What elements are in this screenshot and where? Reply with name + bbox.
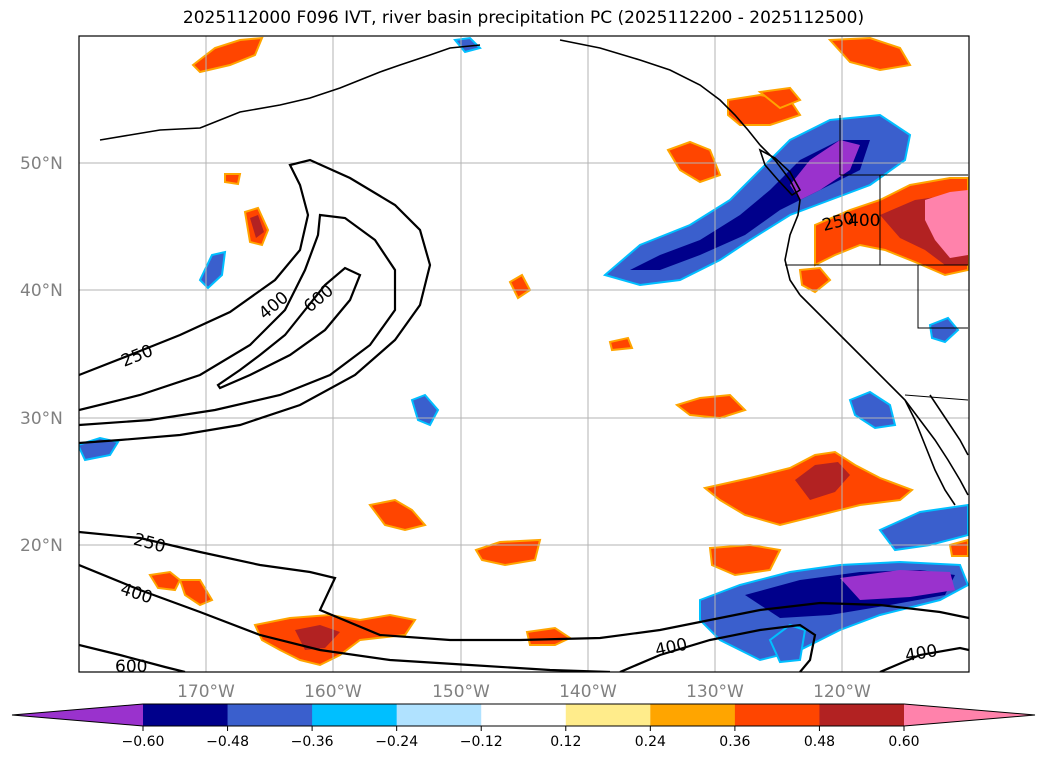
contour-label: 400 [848, 211, 880, 231]
precip-area-small-3 [848, 390, 897, 430]
colorbar-tick-label: −0.48 [206, 734, 249, 750]
precip-area-north-4 [666, 140, 722, 184]
precip-area-south-peak [840, 570, 955, 600]
colorbar-segment [396, 704, 482, 726]
precip-area-small-p6 [798, 266, 832, 294]
borders [785, 115, 969, 401]
precip-area-small-p7 [224, 173, 242, 186]
coast-vancouver-island [758, 148, 802, 197]
precip-area-north-1 [191, 36, 264, 74]
colorbar-segment [481, 704, 567, 726]
colorbar-tick-label: 0.24 [635, 734, 666, 750]
ivt-contour-400-south [79, 563, 969, 672]
lon-labels: 170°W 160°W 150°W 140°W 130°W 120°W [177, 682, 871, 702]
coast-alaska-peninsula [99, 44, 481, 141]
colorbar-segment [650, 704, 736, 726]
lon-label: 170°W [177, 682, 235, 702]
precip-area-mid-2 [674, 393, 747, 420]
colorbar-tick-label: −0.24 [375, 734, 418, 750]
lat-labels: 50°N 40°N 30°N 20°N [20, 154, 63, 556]
map-layers: 250 400 600 400 250 250 400 600 400 400 [79, 36, 969, 677]
coast-alaska-gulf [559, 39, 761, 146]
lat-label: 30°N [20, 409, 63, 429]
map-title: 2025112000 F096 IVT, river basin precipi… [182, 8, 865, 28]
colorbar-segment [227, 704, 313, 726]
border-us-mexico [904, 394, 969, 401]
precip-area-small-p9 [948, 538, 969, 557]
colorbar-tick-label: −0.60 [122, 734, 165, 750]
lat-label: 50°N [20, 154, 63, 174]
lon-label: 160°W [304, 682, 362, 702]
map-frame [78, 35, 970, 673]
precip-area-small-p3 [368, 498, 427, 532]
lat-label: 20°N [20, 536, 63, 556]
precip-area-small-p2 [608, 336, 634, 352]
coast-bc-wa-or [759, 144, 801, 296]
precip-area-small-p4 [148, 570, 182, 592]
ivt-contour-400-north [79, 213, 397, 427]
border-state-3 [917, 265, 968, 329]
lon-label: 140°W [559, 682, 617, 702]
colorbar-tick-label: 0.48 [804, 734, 835, 750]
contour-label: 600 [115, 657, 147, 677]
precip-area-small-4 [79, 436, 120, 462]
colorbar-segment [819, 704, 905, 726]
colorbar-tick-label: 0.12 [550, 734, 581, 750]
precip-area-mid-4-red [295, 625, 340, 650]
precip-area-mid-5 [525, 626, 573, 646]
ivt-contour-250-north [79, 158, 432, 445]
lon-label: 130°W [686, 682, 744, 702]
precip-area-north-5-red [250, 215, 264, 238]
coast-california [799, 294, 969, 496]
colorbar-segment [143, 704, 229, 726]
positive-precip-areas [148, 36, 969, 667]
colorbar-extend-low [12, 704, 143, 726]
gridlines [79, 36, 969, 672]
negative-precip-areas [79, 36, 969, 664]
coast-baja [904, 399, 956, 506]
ivt-contour-250-south [79, 530, 969, 642]
colorbar-tick-label: −0.12 [460, 734, 503, 750]
precip-area-north-2 [827, 36, 912, 72]
colorbar-segment [565, 704, 651, 726]
colorbar: −0.60 −0.48 −0.36 −0.24 −0.12 0.12 0.24 0.36 0.4… [11, 703, 1036, 750]
lon-label: 120°W [813, 682, 871, 702]
coast-gulf-california [929, 394, 969, 456]
colorbar-segment [312, 704, 398, 726]
colorbar-extend-high [904, 704, 1035, 726]
precip-area-mexico-neg [878, 503, 969, 552]
precip-area-mid-3 [474, 538, 542, 567]
lon-label: 150°W [432, 682, 490, 702]
colorbar-tick-label: 0.36 [719, 734, 750, 750]
ivt-contour-600-north [216, 266, 362, 390]
ivt-contours [79, 158, 969, 672]
colorbar-tick-label: −0.36 [291, 734, 334, 750]
precip-area-subtropical-red [795, 462, 850, 500]
coastlines [99, 39, 969, 506]
ivt-contour-600-south [79, 643, 186, 672]
precip-area-west-us-pink [925, 190, 968, 258]
lat-label: 40°N [20, 281, 63, 301]
colorbar-segment [734, 704, 820, 726]
precip-area-small-6 [928, 316, 960, 344]
precip-area-small-p8 [757, 86, 802, 110]
colorbar-tick-label: 0.60 [888, 734, 919, 750]
